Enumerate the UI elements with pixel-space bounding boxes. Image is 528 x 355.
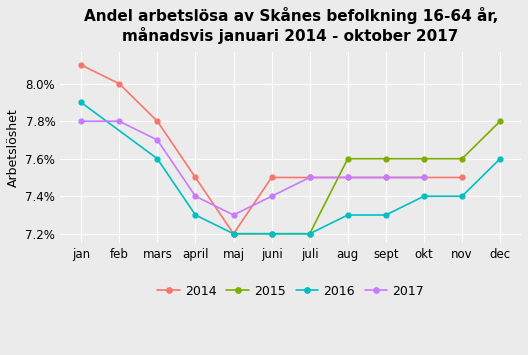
- 2017: [307, 175, 313, 180]
- 2017: [154, 138, 161, 142]
- 2015: [307, 231, 313, 236]
- 2016: [192, 213, 199, 217]
- 2017: [268, 194, 275, 198]
- 2017: [116, 119, 122, 124]
- 2014: [154, 119, 161, 124]
- 2016: [307, 231, 313, 236]
- 2014: [116, 82, 122, 86]
- 2016: [230, 231, 237, 236]
- 2015: [230, 231, 237, 236]
- 2016: [459, 194, 465, 198]
- 2017: [230, 213, 237, 217]
- 2017: [78, 119, 84, 124]
- 2014: [459, 175, 465, 180]
- 2017: [383, 175, 389, 180]
- 2014: [345, 175, 351, 180]
- Y-axis label: Arbetslöshet: Arbetslöshet: [7, 108, 20, 187]
- 2016: [154, 157, 161, 161]
- 2015: [383, 157, 389, 161]
- 2015: [421, 157, 427, 161]
- 2014: [268, 175, 275, 180]
- 2015: [497, 119, 503, 124]
- 2016: [268, 231, 275, 236]
- 2016: [497, 157, 503, 161]
- Legend: 2014, 2015, 2016, 2017: 2014, 2015, 2016, 2017: [152, 280, 429, 303]
- 2017: [345, 175, 351, 180]
- 2014: [421, 175, 427, 180]
- 2014: [230, 231, 237, 236]
- 2017: [192, 194, 199, 198]
- Line: 2015: 2015: [231, 119, 503, 236]
- 2014: [383, 175, 389, 180]
- Title: Andel arbetslösa av Skånes befolkning 16-64 år,
månadsvis januari 2014 - oktober: Andel arbetslösa av Skånes befolkning 16…: [83, 7, 498, 44]
- 2015: [268, 231, 275, 236]
- 2016: [383, 213, 389, 217]
- 2014: [307, 175, 313, 180]
- 2016: [345, 213, 351, 217]
- 2017: [421, 175, 427, 180]
- 2016: [78, 100, 84, 105]
- 2014: [78, 63, 84, 67]
- Line: 2014: 2014: [79, 62, 465, 236]
- 2015: [345, 157, 351, 161]
- 2015: [459, 157, 465, 161]
- 2016: [421, 194, 427, 198]
- Line: 2016: 2016: [79, 100, 503, 236]
- Line: 2017: 2017: [79, 119, 427, 217]
- 2014: [192, 175, 199, 180]
